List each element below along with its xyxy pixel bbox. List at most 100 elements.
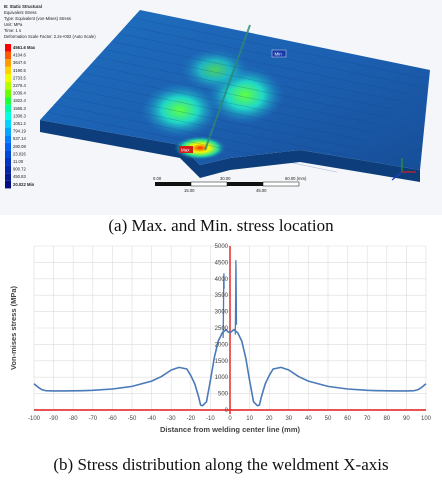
- x-tick-label: 80: [383, 416, 390, 422]
- y-tick-label: 3500: [215, 293, 229, 299]
- fea-header-line: Equivalent Stress: [4, 10, 37, 15]
- scale-label: 15.00: [184, 188, 195, 193]
- x-tick-label: -60: [108, 416, 117, 422]
- x-tick-label: 30: [285, 416, 292, 422]
- y-tick-label: 1500: [215, 359, 229, 365]
- stress-lobe-upper: [180, 48, 250, 92]
- legend-swatch: [5, 158, 11, 166]
- x-tick-label: 50: [325, 416, 332, 422]
- fea-contour-figure: B: Static Structural Equivalent Stress T…: [0, 0, 442, 215]
- mesh-line: [68, 88, 359, 149]
- x-tick-label: -100: [28, 416, 41, 422]
- max-marker-label: Max: [181, 148, 190, 153]
- legend-swatch: [5, 180, 11, 189]
- legend-value: 3190.5: [13, 68, 26, 73]
- y-tick-label: 1000: [215, 375, 229, 381]
- stress-hot-zone: [174, 136, 226, 160]
- fea-header-line: Type: Equivalent (von-Mises) Stress: [4, 16, 71, 21]
- weld-seam-line: [204, 24, 251, 151]
- x-tick-label: -70: [88, 416, 97, 422]
- legend-value: 4561.6 Max: [13, 45, 36, 50]
- x-tick-label: -30: [167, 416, 176, 422]
- legend-value: 23.026: [13, 151, 26, 156]
- x-tick-label: 10: [246, 416, 253, 422]
- contour-legend: 4561.6 Max 4104.6 3647.6 3190.5 2733.5 2276.4…: [5, 44, 36, 189]
- legend-swatch: [5, 135, 11, 143]
- scale-bar: 0.00 30.00 60.00 (mm) 15.00 45.00: [153, 176, 307, 193]
- x-tick-label: 40: [305, 416, 312, 422]
- mesh-line: [89, 64, 381, 126]
- mesh-line: [47, 111, 338, 173]
- scale-bar-segment: [262, 181, 300, 187]
- legend-swatch: [5, 104, 11, 113]
- y-tick-label: 2000: [215, 342, 229, 348]
- scale-label: 45.00: [256, 188, 267, 193]
- stress-lobe-left: [140, 82, 220, 138]
- legend-swatch: [5, 173, 11, 181]
- legend-swatch: [5, 82, 11, 90]
- legend-swatch: [5, 89, 11, 98]
- fea-header: B: Static Structural Equivalent Stress T…: [4, 4, 96, 39]
- legend-swatch: [5, 165, 11, 174]
- x-axis-title: Distance from welding center line (mm): [160, 425, 301, 434]
- legend-value: 1308.3: [13, 113, 26, 118]
- legend-value: 450.83: [13, 174, 26, 179]
- scale-bar-segment: [155, 182, 191, 186]
- plate-side-face: [40, 120, 420, 182]
- y-tick-label: 5000: [215, 244, 229, 250]
- legend-swatch: [5, 74, 11, 82]
- y-axis-title: Von-mises stress (MPa): [9, 285, 18, 370]
- x-tick-label: -40: [147, 416, 156, 422]
- mesh-line: [54, 104, 345, 165]
- x-tick-label: 90: [403, 416, 410, 422]
- legend-value: 3647.6: [13, 60, 26, 65]
- series-line: [222, 273, 225, 338]
- legend-value: 4104.6: [13, 53, 26, 58]
- x-tick-label: 100: [421, 416, 432, 422]
- legend-swatch: [5, 97, 11, 105]
- legend-swatch: [5, 44, 11, 52]
- max-marker: [179, 146, 193, 153]
- legend-swatch: [5, 66, 11, 75]
- y-tick-label: 0: [225, 408, 229, 414]
- chart-tick-labels: -100 -90 -80 -70 -60 -50 -40 -30 -20 -10 0 10 20 30 40…: [28, 244, 432, 422]
- legend-value: 11.00: [13, 159, 24, 164]
- legend-value: 1051.2: [13, 121, 26, 126]
- x-tick-label: 20: [266, 416, 273, 422]
- mesh-line: [111, 41, 402, 102]
- mesh-line: [125, 25, 416, 86]
- legend-swatch: [5, 150, 11, 158]
- y-tick-label: 500: [218, 392, 229, 398]
- mesh-line: [118, 33, 409, 94]
- y-tick-label: 3000: [215, 310, 229, 316]
- legend-swatch: [5, 112, 11, 120]
- x-tick-label: 70: [364, 416, 371, 422]
- legend-value: 1822.4: [13, 98, 26, 103]
- mesh-line: [75, 80, 366, 141]
- chart-series: [33, 260, 427, 407]
- x-tick-label: -10: [206, 416, 215, 422]
- mesh-line: [97, 56, 388, 118]
- x-tick-label: -50: [128, 416, 137, 422]
- scale-label: 0.00: [153, 176, 162, 181]
- legend-value: 2733.5: [13, 75, 26, 80]
- legend-swatch: [5, 142, 11, 151]
- min-marker-label: Min: [275, 52, 283, 57]
- legend-value: 1565.3: [13, 106, 26, 111]
- caption-a: (a) Max. and Min. stress location: [108, 216, 334, 235]
- scale-bar-segment: [227, 182, 263, 186]
- x-tick-label: -80: [69, 416, 78, 422]
- mesh-lines: [47, 17, 423, 173]
- mesh-line: [61, 96, 352, 157]
- fea-header-line: Deformation Scale Factor: 2.2e+002 (Auto…: [4, 34, 96, 39]
- mesh-line: [104, 49, 395, 110]
- series-line: [234, 260, 238, 335]
- chart-background: [0, 240, 442, 452]
- legend-swatch: [5, 127, 11, 136]
- x-tick-label: -20: [186, 416, 195, 422]
- legend-value: 280.08: [13, 144, 26, 149]
- legend-value: 794.19: [13, 129, 26, 134]
- legend-value: 900.72: [13, 167, 26, 172]
- scale-label: 60.00 (mm): [285, 176, 307, 181]
- coordinate-triad-icon: [391, 158, 416, 181]
